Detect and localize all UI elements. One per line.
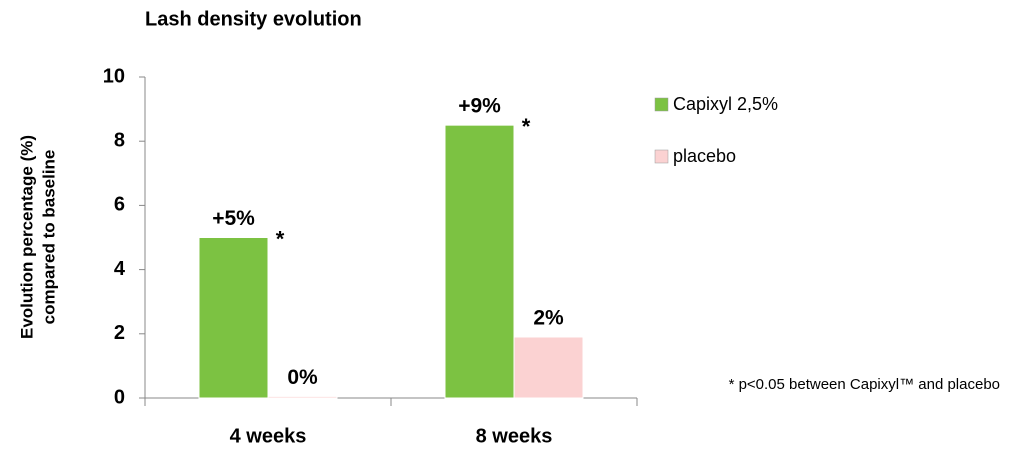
value-label: 2% (533, 307, 564, 330)
x-tick-label: 4 weeks (230, 425, 307, 447)
y-tick-label: 2 (114, 322, 125, 344)
y-tick-label: 8 (114, 129, 125, 151)
footnote: * p<0.05 between Capixyl™ and placebo (729, 376, 1000, 393)
bar (198, 237, 269, 399)
legend-label: placebo (673, 146, 736, 166)
y-tick-label: 0 (114, 386, 125, 408)
x-tick-label: 8 weeks (476, 425, 553, 447)
y-axis-label: Evolution percentage (%) (17, 135, 36, 339)
legend-label: Capixyl 2,5% (673, 94, 778, 114)
y-tick-label: 10 (103, 65, 125, 87)
chart-title: Lash density evolution (145, 8, 362, 30)
y-tick-label: 4 (114, 258, 126, 280)
bar (513, 336, 584, 399)
bar (267, 395, 338, 399)
significance-mark: * (522, 114, 531, 139)
significance-mark: * (276, 226, 285, 251)
value-label: +9% (458, 95, 501, 118)
bar (444, 124, 515, 399)
legend-swatch (654, 149, 669, 164)
y-tick-label: 6 (114, 194, 125, 216)
legend-swatch (654, 97, 669, 112)
y-axis-label: compared to baseline (39, 150, 58, 325)
value-label: +5% (212, 207, 255, 230)
value-label: 0% (287, 366, 318, 389)
